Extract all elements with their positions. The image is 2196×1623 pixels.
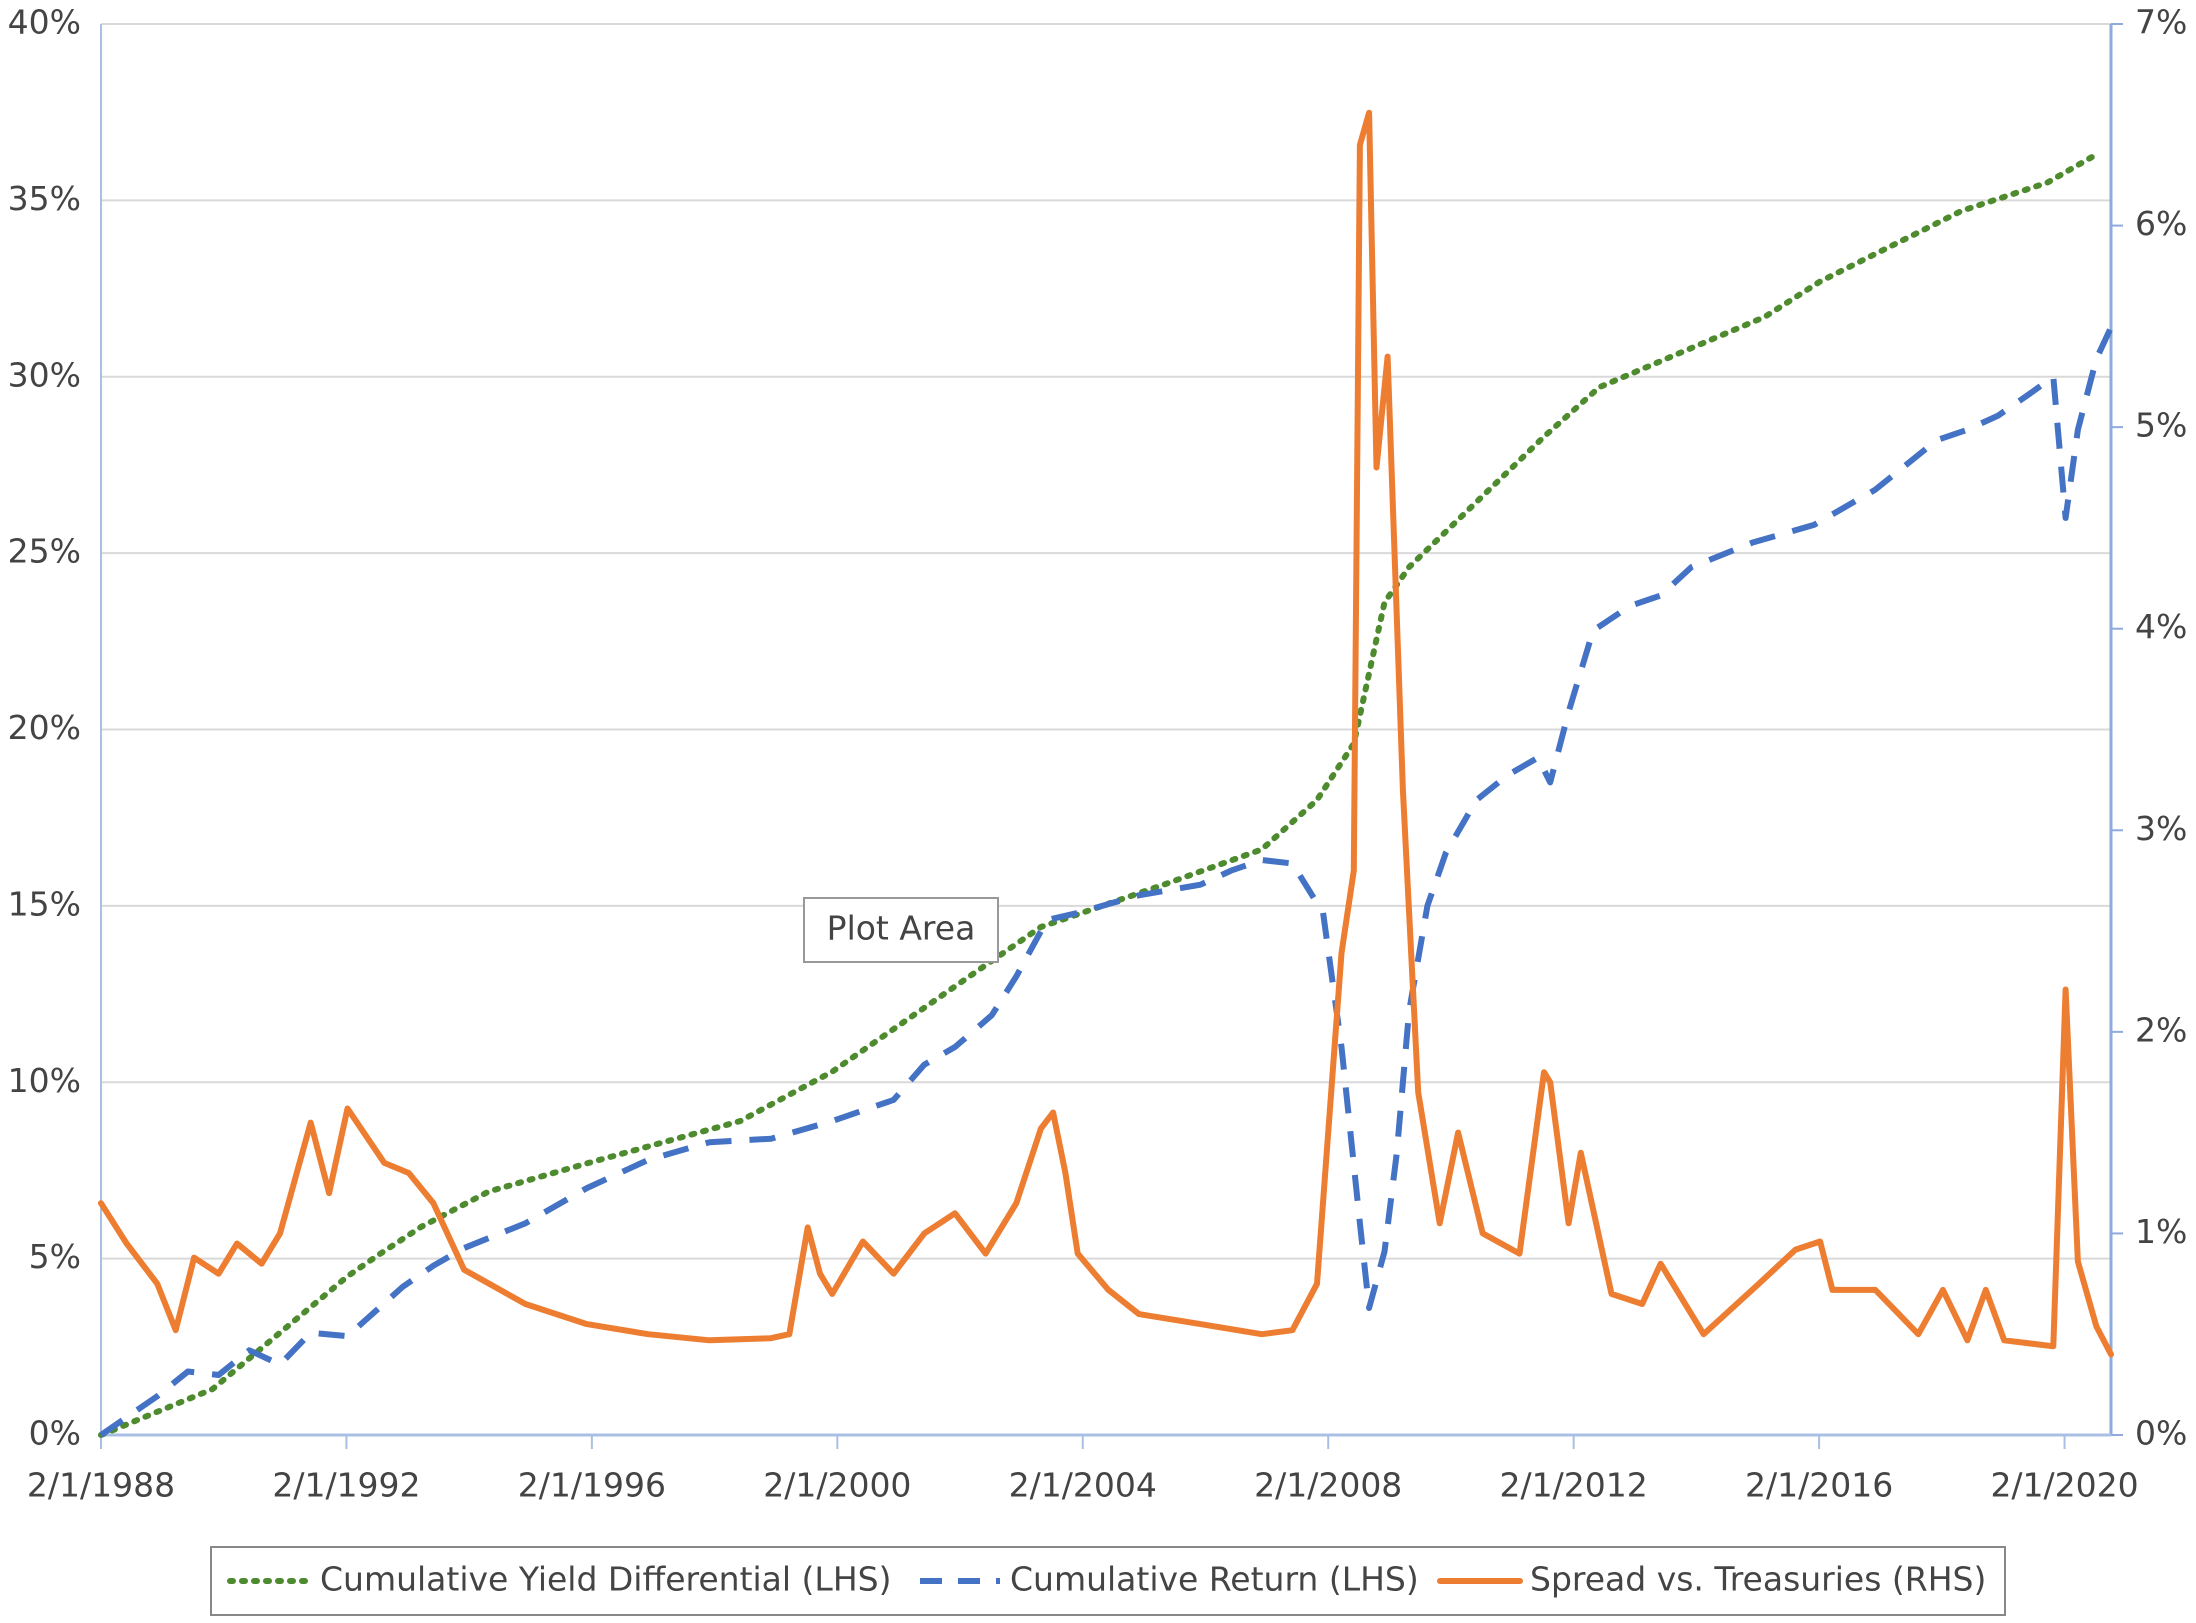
x-tick-label: 2/1/1992 bbox=[272, 1466, 420, 1505]
y2-tick-label: 6% bbox=[2135, 204, 2187, 243]
y-tick-label: 10% bbox=[8, 1061, 81, 1100]
y-tick-label: 0% bbox=[29, 1414, 81, 1453]
legend-label: Spread vs. Treasuries (RHS) bbox=[1530, 1560, 1986, 1599]
legend-box bbox=[210, 1546, 2006, 1616]
y2-tick-label: 4% bbox=[2135, 607, 2187, 646]
x-tick-label: 2/1/1988 bbox=[27, 1466, 175, 1505]
x-tick-label: 2/1/2012 bbox=[1500, 1466, 1648, 1505]
series-line bbox=[99, 326, 2114, 1438]
y-tick-label: 25% bbox=[8, 532, 81, 571]
y-tick-label: 5% bbox=[29, 1237, 81, 1276]
y-tick-label: 20% bbox=[8, 708, 81, 747]
x-tick-label: 2/1/2000 bbox=[763, 1466, 911, 1505]
x-tick-label: 2/1/2008 bbox=[1254, 1466, 1402, 1505]
x-tick-label: 2/1/2004 bbox=[1009, 1466, 1157, 1505]
y2-tick-label: 1% bbox=[2135, 1212, 2187, 1251]
y-tick-label: 30% bbox=[8, 355, 81, 394]
annotation-box bbox=[803, 897, 999, 963]
y2-tick-label: 3% bbox=[2135, 809, 2187, 848]
y2-tick-label: 5% bbox=[2135, 406, 2187, 445]
y-tick-label: 15% bbox=[8, 884, 81, 923]
y2-tick-label: 7% bbox=[2135, 3, 2187, 42]
legend-label: Cumulative Yield Differential (LHS) bbox=[320, 1560, 891, 1599]
annotation: Plot Area bbox=[827, 909, 976, 948]
x-tick-label: 2/1/1996 bbox=[518, 1466, 666, 1505]
x-tick-label: 2/1/2020 bbox=[1990, 1466, 2138, 1505]
series-line bbox=[98, 151, 2100, 1438]
y2-tick-label: 2% bbox=[2135, 1010, 2187, 1049]
y-tick-label: 35% bbox=[8, 179, 81, 218]
y2-tick-label: 0% bbox=[2135, 1414, 2187, 1453]
x-tick-label: 2/1/2016 bbox=[1745, 1466, 1893, 1505]
legend-label: Cumulative Return (LHS) bbox=[1010, 1560, 1419, 1599]
y-tick-label: 40% bbox=[8, 3, 81, 42]
series-line bbox=[98, 109, 2114, 1358]
